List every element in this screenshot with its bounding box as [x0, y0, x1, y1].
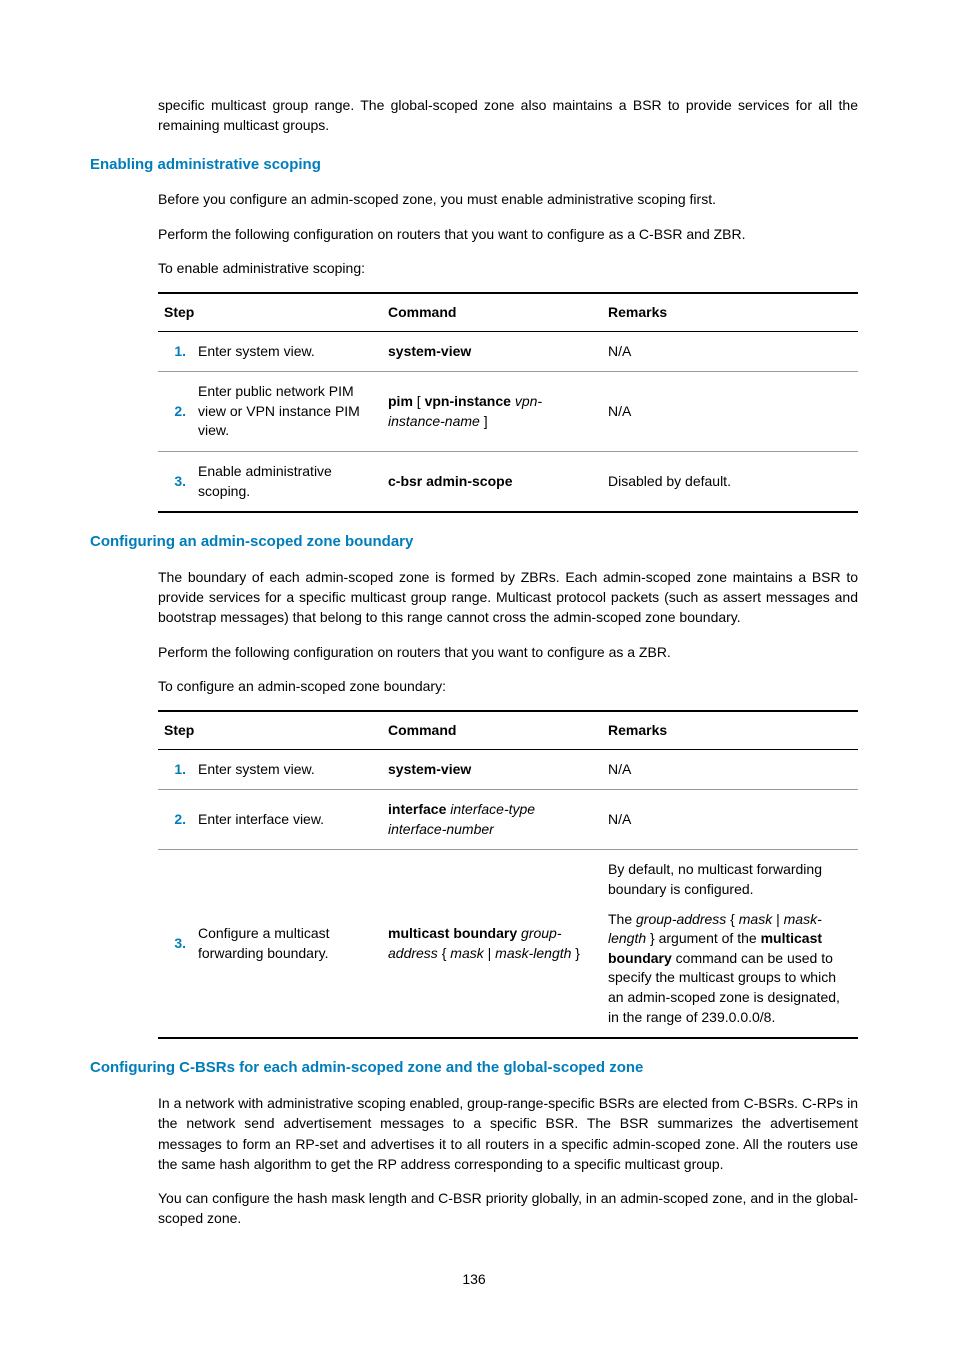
heading-enabling-admin-scoping: Enabling administrative scoping — [90, 154, 858, 176]
cmd-ital: mask — [450, 945, 483, 961]
remarks-cell: N/A — [608, 372, 858, 452]
table-row: 2. Enter public network PIM view or VPN … — [158, 372, 858, 452]
sec2-p2: Perform the following configuration on r… — [158, 642, 858, 662]
step-text: Enter public network PIM view or VPN ins… — [198, 372, 388, 452]
col-command: Command — [388, 711, 608, 749]
remarks-cell: N/A — [608, 790, 858, 850]
rem-text: } argument of the — [646, 930, 760, 946]
col-step: Step — [158, 711, 388, 749]
sec1-p3: To enable administrative scoping: — [158, 258, 858, 278]
col-remarks: Remarks — [608, 293, 858, 331]
cmd-text: } — [571, 945, 580, 961]
cmd-text: [ — [413, 393, 425, 409]
step-text: Enable administrative scoping. — [198, 451, 388, 512]
sec2-p1: The boundary of each admin-scoped zone i… — [158, 567, 858, 628]
command-cell: pim [ vpn-instance vpn-instance-name ] — [388, 372, 608, 452]
command-cell: c-bsr admin-scope — [388, 451, 608, 512]
cmd-bold: c-bsr admin-scope — [388, 473, 512, 489]
command-cell: multicast boundary group-address { mask … — [388, 850, 608, 1038]
step-number: 2. — [158, 372, 198, 452]
cmd-ital: mask-length — [495, 945, 571, 961]
remarks-cell: By default, no multicast forwarding boun… — [608, 850, 858, 1038]
step-number: 1. — [158, 749, 198, 790]
rem-text: { — [726, 911, 738, 927]
step-number: 1. — [158, 331, 198, 372]
cmd-bold: system-view — [388, 343, 471, 359]
sec3-p1: In a network with administrative scoping… — [158, 1093, 858, 1174]
cmd-text: | — [484, 945, 495, 961]
page-number: 136 — [90, 1269, 858, 1289]
rem-ital: mask — [739, 911, 772, 927]
rem-ital: group-address — [636, 911, 726, 927]
remarks-cell: N/A — [608, 331, 858, 372]
command-cell: system-view — [388, 749, 608, 790]
intro-paragraph: specific multicast group range. The glob… — [158, 95, 858, 136]
table-admin-scoping: Step Command Remarks 1. Enter system vie… — [158, 292, 858, 513]
remarks-p1: By default, no multicast forwarding boun… — [608, 860, 848, 899]
cmd-bold: system-view — [388, 761, 471, 777]
cmd-bold: multicast boundary — [388, 925, 517, 941]
sec1-p1: Before you configure an admin-scoped zon… — [158, 189, 858, 209]
table-row: 3. Configure a multicast forwarding boun… — [158, 850, 858, 1038]
cmd-bold: interface — [388, 801, 446, 817]
table-row: 2. Enter interface view. interface inter… — [158, 790, 858, 850]
step-number: 3. — [158, 850, 198, 1038]
step-text: Configure a multicast forwarding boundar… — [198, 850, 388, 1038]
cmd-bold: vpn-instance — [425, 393, 511, 409]
col-remarks: Remarks — [608, 711, 858, 749]
table-row: 3. Enable administrative scoping. c-bsr … — [158, 451, 858, 512]
step-number: 2. — [158, 790, 198, 850]
sec2-p3: To configure an admin-scoped zone bounda… — [158, 676, 858, 696]
command-cell: interface interface-type interface-numbe… — [388, 790, 608, 850]
command-cell: system-view — [388, 331, 608, 372]
cmd-text: { — [438, 945, 450, 961]
table-row: 1. Enter system view. system-view N/A — [158, 749, 858, 790]
heading-zone-boundary: Configuring an admin-scoped zone boundar… — [90, 531, 858, 553]
step-text: Enter interface view. — [198, 790, 388, 850]
cmd-bold: pim — [388, 393, 413, 409]
rem-text: The — [608, 911, 636, 927]
table-zone-boundary: Step Command Remarks 1. Enter system vie… — [158, 710, 858, 1039]
sec3-p2: You can configure the hash mask length a… — [158, 1188, 858, 1229]
heading-cbsrs: Configuring C-BSRs for each admin-scoped… — [90, 1057, 858, 1079]
remarks-cell: N/A — [608, 749, 858, 790]
step-text: Enter system view. — [198, 749, 388, 790]
step-number: 3. — [158, 451, 198, 512]
table-row: 1. Enter system view. system-view N/A — [158, 331, 858, 372]
cmd-text: ] — [480, 413, 488, 429]
remarks-cell: Disabled by default. — [608, 451, 858, 512]
col-step: Step — [158, 293, 388, 331]
col-command: Command — [388, 293, 608, 331]
rem-text: | — [772, 911, 783, 927]
sec1-p2: Perform the following configuration on r… — [158, 224, 858, 244]
remarks-p2: The group-address { mask | mask-length }… — [608, 910, 848, 1028]
step-text: Enter system view. — [198, 331, 388, 372]
